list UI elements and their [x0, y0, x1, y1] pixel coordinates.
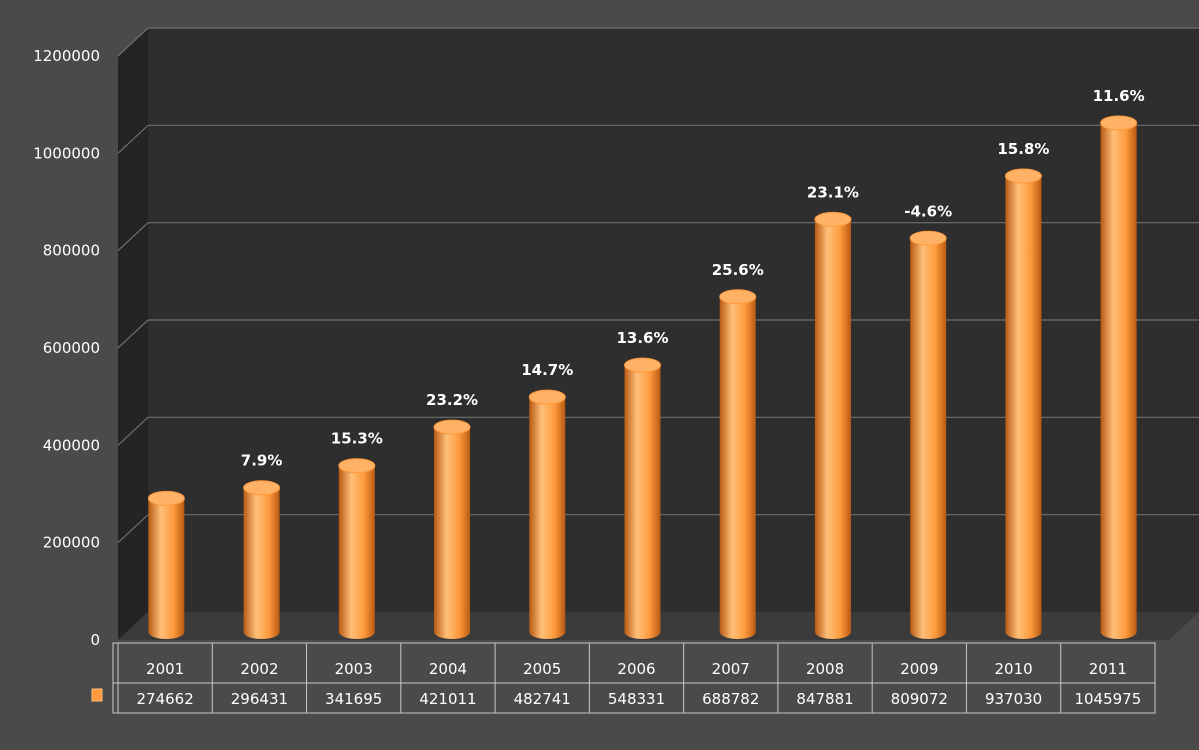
bar	[1004, 168, 1042, 639]
bar-top	[1004, 168, 1042, 184]
bar	[909, 230, 947, 640]
bar-body	[910, 238, 947, 640]
bar-top	[243, 480, 281, 496]
bar	[243, 480, 281, 640]
growth-labels: 7.9% 15.3% 23.2% 14.7% 13.6% 25.6% 23.1% -4.6% 1…	[241, 87, 1145, 470]
bar-body	[814, 219, 851, 640]
gridline-side	[117, 416, 149, 446]
growth-label: 25.6%	[712, 261, 764, 279]
bar-body	[624, 365, 661, 640]
bar-body	[1100, 122, 1137, 640]
y-tick-label: 600000	[43, 339, 100, 357]
gridline-side	[117, 514, 149, 544]
y-tick-label: 800000	[43, 242, 100, 260]
bar	[624, 357, 661, 640]
y-tick-label: 1200000	[33, 47, 100, 65]
growth-label: 15.8%	[997, 140, 1049, 158]
x-category-label: 2008	[806, 660, 844, 678]
bar-body	[148, 498, 185, 640]
bar-top	[338, 458, 376, 474]
growth-label: -4.6%	[904, 202, 952, 220]
bar	[338, 458, 376, 640]
bar	[528, 389, 566, 640]
x-category-label: 2004	[429, 660, 467, 678]
growth-label: 13.6%	[616, 329, 668, 347]
bar-body	[338, 465, 375, 640]
bars	[147, 115, 1138, 640]
table-value: 809072	[891, 690, 948, 708]
table-value: 1045975	[1074, 690, 1141, 708]
x-category-label: 2009	[900, 660, 938, 678]
bar	[1100, 115, 1138, 640]
growth-label: 23.2%	[426, 391, 478, 409]
gridline-side	[117, 319, 149, 349]
bar-top	[1100, 115, 1138, 131]
bar	[433, 419, 471, 640]
gridline-side	[117, 124, 149, 154]
table-value: 341695	[325, 690, 382, 708]
bar-body	[529, 397, 566, 640]
gridline-side	[117, 222, 149, 252]
x-category-label: 2003	[335, 660, 373, 678]
bar-top	[719, 289, 757, 305]
bar-body	[719, 296, 756, 640]
table-value: 296431	[231, 690, 288, 708]
table-value: 482741	[514, 690, 571, 708]
y-tick-label: 200000	[43, 534, 100, 552]
x-category-label: 2010	[994, 660, 1032, 678]
table-value: 847881	[796, 690, 853, 708]
x-category-label: 2001	[146, 660, 184, 678]
table-value: 688782	[702, 690, 759, 708]
bar-top	[147, 490, 185, 506]
legend-key	[91, 688, 103, 702]
bar-body	[434, 427, 471, 640]
table-value: 421011	[419, 690, 476, 708]
growth-label: 23.1%	[807, 183, 859, 201]
bar-top	[624, 357, 661, 373]
x-category-label: 2011	[1089, 660, 1127, 678]
bar-body	[243, 487, 280, 640]
growth-label: 11.6%	[1093, 87, 1145, 105]
x-category-label: 2006	[617, 660, 655, 678]
growth-label: 14.7%	[521, 361, 573, 379]
y-tick-label: 1000000	[33, 144, 100, 162]
x-category-label: 2002	[240, 660, 278, 678]
data-table: 2001 274662 2002 296431 2003 341695 2004 421011…	[91, 642, 1156, 714]
gridline-side	[117, 27, 149, 57]
bar	[814, 211, 852, 640]
x-category-label: 2005	[523, 660, 561, 678]
bar-top	[528, 389, 566, 405]
y-tick-label: 0	[90, 631, 100, 649]
table-value: 548331	[608, 690, 665, 708]
bar	[147, 490, 185, 640]
table-value: 937030	[985, 690, 1042, 708]
bar-top	[433, 419, 471, 435]
bar	[719, 289, 757, 640]
table-value: 274662	[137, 690, 194, 708]
growth-label: 7.9%	[241, 452, 283, 470]
bar-top	[909, 230, 947, 246]
y-axis: 0 200000 400000 600000 800000 1000000 1200000	[33, 47, 100, 649]
bar-top	[814, 211, 852, 227]
x-category-label: 2007	[712, 660, 750, 678]
bar-body	[1005, 175, 1042, 639]
y-tick-label: 400000	[43, 436, 100, 454]
growth-label: 15.3%	[331, 430, 383, 448]
